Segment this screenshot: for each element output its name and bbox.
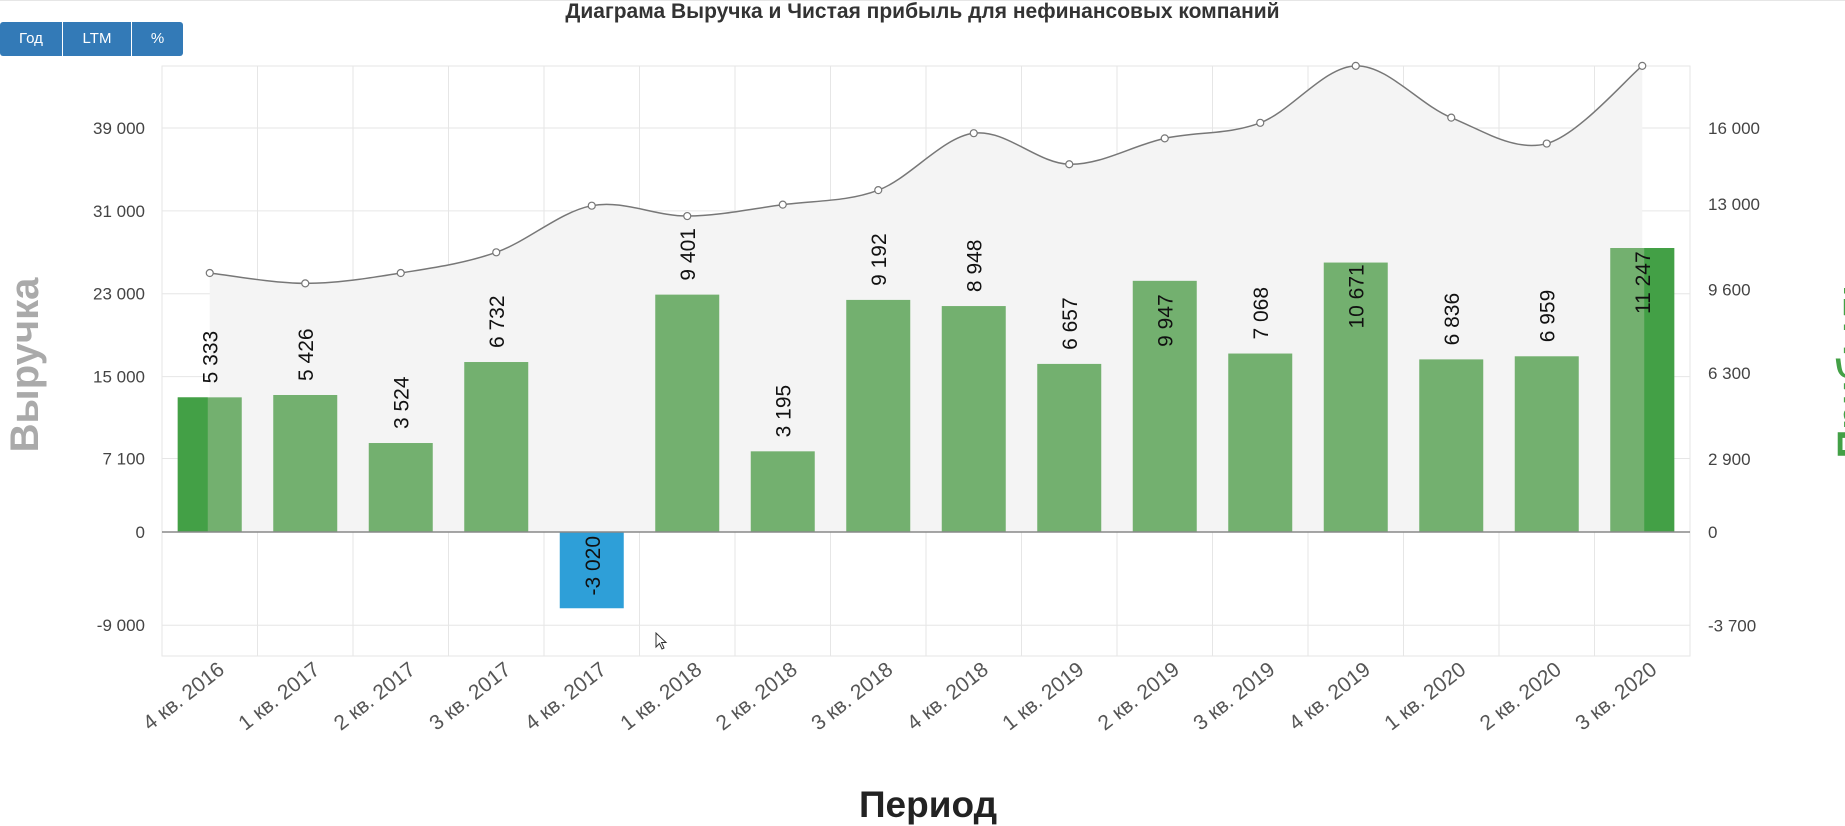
x-tick-label: 1 кв. 2017	[234, 658, 324, 735]
revenue-point	[874, 186, 883, 195]
y-left-tick-label: 23 000	[93, 285, 145, 304]
profit-data-label: 5 426	[295, 328, 318, 381]
revenue-point	[205, 268, 214, 278]
profit-data-label: 6 657	[1059, 297, 1082, 350]
profit-bar	[1514, 356, 1579, 532]
profit-data-label: 6 959	[1537, 290, 1560, 343]
x-tick-label: 2 кв. 2019	[1094, 658, 1184, 735]
period-toggle-group: Год LTM %	[0, 22, 183, 56]
x-tick-label: 1 кв. 2018	[616, 658, 706, 735]
revenue-point	[969, 129, 978, 138]
profit-data-label: 10 671	[1346, 264, 1369, 328]
y-axis-left-title: Выручка	[3, 277, 47, 452]
profit-data-label: 6 836	[1441, 293, 1464, 346]
profit-bar	[368, 443, 433, 532]
revenue-point	[1351, 61, 1360, 70]
x-tick-label: 3 кв. 2017	[425, 658, 515, 735]
x-tick-label: 3 кв. 2018	[807, 658, 897, 735]
x-tick-label: 2 кв. 2020	[1476, 658, 1566, 735]
y-left-tick-label: 7 100	[102, 449, 145, 468]
percent-button[interactable]: %	[132, 22, 183, 56]
y-left-tick-label: 15 000	[93, 368, 145, 387]
profit-data-label: 3 524	[391, 376, 414, 429]
profit-bar	[1323, 262, 1388, 532]
x-tick-label: 1 кв. 2019	[998, 658, 1088, 735]
revenue-point	[778, 200, 787, 209]
x-tick-label: 4 кв. 2019	[1285, 658, 1375, 735]
y-right-tick-label: 0	[1708, 523, 1717, 542]
profit-bar	[655, 294, 720, 532]
revenue-point	[1065, 160, 1074, 169]
y-right-tick-label: 13 000	[1708, 195, 1760, 214]
y-right-tick-label: 6 300	[1708, 364, 1751, 383]
revenue-point	[1542, 139, 1551, 148]
data-labels: 5 333 5 426 3 524 6 732 -3 020 9 401 3 195 9 19…	[200, 228, 1656, 595]
profit-bar	[273, 394, 338, 532]
revenue-point	[1638, 61, 1647, 70]
ltm-button[interactable]: LTM	[63, 22, 132, 56]
profit-bar-edge	[1644, 248, 1675, 532]
revenue-point	[301, 279, 310, 288]
y-left-tick-label: 0	[136, 523, 145, 542]
profit-bar	[846, 299, 911, 532]
profit-data-label: 11 247	[1632, 251, 1655, 314]
revenue-point	[587, 201, 596, 210]
revenue-point	[396, 268, 405, 278]
x-tick-label: 4 кв. 2016	[139, 658, 229, 735]
x-tick-label: 3 кв. 2020	[1571, 658, 1661, 735]
x-tick-label: 1 кв. 2020	[1380, 658, 1470, 735]
y-right-tick-label: 2 900	[1708, 450, 1751, 469]
profit-data-label: 9 401	[677, 228, 700, 281]
profit-data-label: 8 948	[964, 240, 987, 293]
y-left-tick-label: -9 000	[97, 616, 145, 635]
profit-data-label: -3 020	[582, 536, 605, 596]
y-left-tick-label: 31 000	[93, 202, 145, 221]
profit-data-label: 3 195	[773, 385, 796, 438]
profit-bar	[1228, 353, 1293, 532]
revenue-point	[683, 211, 692, 221]
y-right-tick-label: -3 700	[1708, 616, 1756, 635]
profit-bar	[750, 451, 815, 532]
y-axis-right-title: Прибыль	[1830, 272, 1845, 459]
profit-data-label: 5 333	[200, 331, 223, 384]
revenue-point	[1160, 134, 1169, 143]
x-tick-label: 2 кв. 2017	[330, 658, 420, 735]
x-axis-title: Период	[859, 784, 997, 825]
profit-data-label: 9 192	[868, 233, 891, 286]
profit-bar-edge	[177, 397, 208, 532]
mouse-pointer-icon	[655, 632, 668, 650]
x-tick-label: 4 кв. 2017	[521, 658, 611, 735]
profit-bar	[1037, 363, 1102, 532]
profit-data-label: 7 068	[1250, 287, 1273, 340]
x-tick-label: 2 кв. 2018	[712, 658, 802, 735]
chart-title: Диаграма Выручка и Чистая прибыль для не…	[565, 0, 1280, 23]
profit-data-label: 6 732	[486, 295, 509, 348]
revenue-line	[209, 65, 1643, 285]
revenue-point	[1447, 113, 1456, 122]
revenue-point	[1256, 118, 1265, 127]
profit-bar	[559, 532, 624, 609]
profit-data-label: 9 947	[1155, 294, 1178, 347]
year-button[interactable]: Год	[0, 22, 63, 56]
profit-bar	[941, 306, 1006, 532]
y-right-tick-label: 16 000	[1708, 119, 1760, 138]
profit-bar	[464, 362, 529, 532]
profit-bar	[1132, 280, 1197, 532]
top-rule	[0, 0, 1845, 1]
y-right-tick-label: 9 600	[1708, 281, 1751, 300]
revenue-point	[492, 248, 501, 257]
profit-bar	[1419, 359, 1484, 532]
x-tick-label: 4 кв. 2018	[903, 658, 993, 735]
y-left-tick-label: 39 000	[93, 119, 145, 138]
x-tick-label: 3 кв. 2019	[1189, 658, 1279, 735]
profit-bars	[177, 248, 1675, 609]
